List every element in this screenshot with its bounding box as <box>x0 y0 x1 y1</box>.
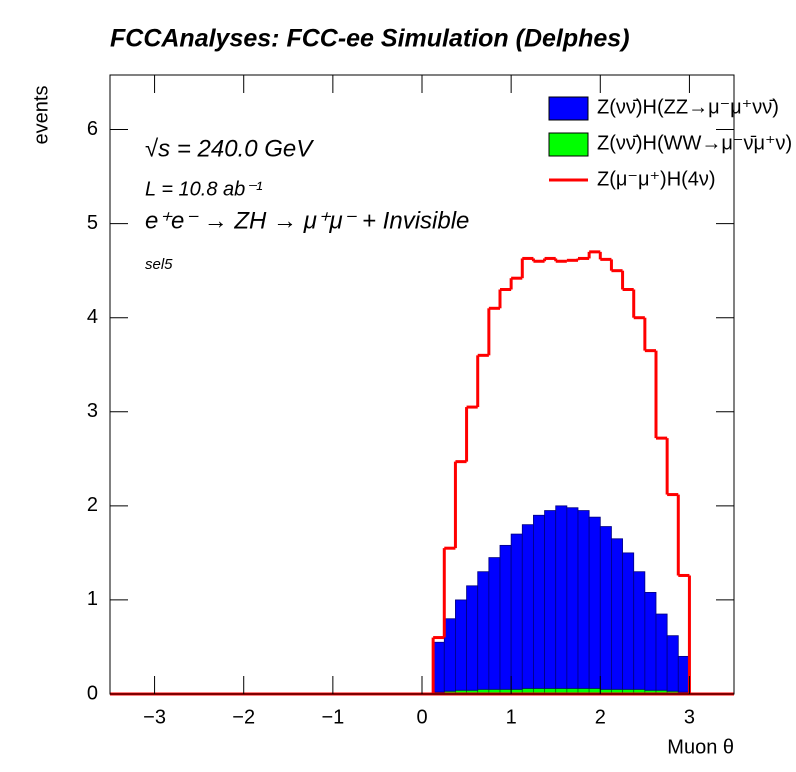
x-tick-label: 0 <box>416 706 427 728</box>
x-tick-label: 1 <box>506 706 517 728</box>
histogram-bar <box>466 585 479 691</box>
histogram-bar <box>521 524 534 689</box>
legend-label: Z(μ⁻μ⁺)H(4ν) <box>597 168 716 190</box>
y-tick-label: 2 <box>87 494 98 516</box>
annotation: e⁺e⁻ → ZH → μ⁺μ⁻ + Invisible <box>145 207 469 234</box>
histogram-bar <box>644 592 657 691</box>
histogram-bar <box>666 635 679 692</box>
histogram-bar <box>544 510 557 689</box>
x-tick-label: 3 <box>684 706 695 728</box>
x-tick-label: −2 <box>232 706 255 728</box>
x-tick-label: 2 <box>595 706 606 728</box>
histogram-bar <box>577 510 590 689</box>
legend-swatch <box>548 132 589 157</box>
histogram-bar <box>443 618 456 692</box>
histogram-bar <box>488 557 501 690</box>
annotation: sel5 <box>145 256 173 273</box>
legend-swatch <box>548 96 589 121</box>
y-tick-label: 0 <box>87 682 98 704</box>
histogram-bar <box>599 526 612 690</box>
histogram-bar <box>677 655 690 693</box>
histogram-bar <box>588 516 601 689</box>
histogram-bar <box>555 505 568 689</box>
histogram-bar <box>633 571 646 690</box>
annotation: √s = 240.0 GeV <box>145 135 314 162</box>
annotation: L = 10.8 ab⁻¹ <box>145 178 263 200</box>
x-axis-label: Muon θ <box>667 736 734 758</box>
histogram-bar <box>510 533 523 690</box>
chart-title: FCCAnalyses: FCC-ee Simulation (Delphes) <box>110 25 630 53</box>
y-tick-label: 4 <box>87 306 98 328</box>
histogram-bar <box>455 599 467 691</box>
x-tick-label: −1 <box>321 706 344 728</box>
y-tick-label: 6 <box>87 118 98 140</box>
histogram-bar <box>477 571 490 690</box>
y-tick-label: 5 <box>87 212 98 234</box>
histogram-bar <box>566 507 579 689</box>
legend-label: Z(νν̄)H(ZZ→μ⁻μ⁺νν̄) <box>597 96 779 118</box>
y-axis-label: events <box>30 86 52 145</box>
x-tick-label: −3 <box>143 706 166 728</box>
histogram-bar <box>611 538 623 690</box>
histogram-bar <box>622 552 635 690</box>
histogram-bar <box>432 641 445 693</box>
y-tick-label: 1 <box>87 588 98 610</box>
histogram-bar <box>533 514 545 689</box>
y-tick-label: 3 <box>87 400 98 422</box>
legend-label: Z(νν̄)H(WW→μ⁻ν̄μ⁺ν) <box>597 132 792 154</box>
histogram-bar <box>655 613 668 691</box>
histogram-bar <box>499 544 512 690</box>
